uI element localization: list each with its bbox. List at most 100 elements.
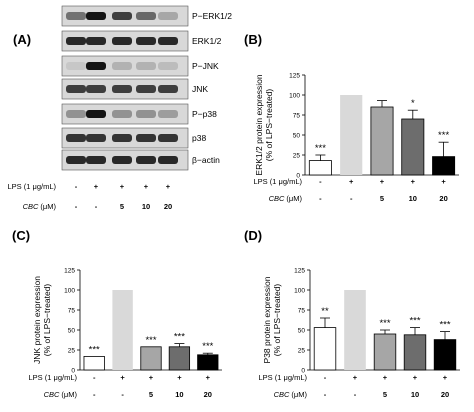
- lps-symbol: +: [166, 182, 171, 191]
- y-axis-label-2: (% of LPS−treated): [264, 89, 274, 162]
- cbc-symbol: -: [319, 194, 322, 203]
- lps-label: LPS (1 μg/mL): [253, 177, 302, 186]
- cbc-symbol: 5: [383, 390, 387, 399]
- cbc-label-unit: (μM): [291, 390, 307, 399]
- lps-label: LPS (1 μg/mL): [28, 373, 77, 382]
- lps-symbol: +: [413, 373, 418, 382]
- bar: [168, 346, 191, 371]
- blot-bands: [61, 5, 189, 171]
- blot-row-label: P−ERK1/2: [192, 11, 232, 21]
- blot-band: [112, 156, 132, 164]
- bar: [308, 160, 332, 176]
- cbc-symbol: -: [75, 202, 78, 211]
- y-tick-label: 50: [68, 328, 76, 335]
- bar: [344, 290, 366, 370]
- cbc-symbol: -: [324, 390, 327, 399]
- significance-label: ***: [174, 332, 185, 343]
- bar: [373, 333, 397, 371]
- blot-band: [66, 156, 86, 164]
- significance-label: ***: [379, 318, 390, 329]
- lps-symbol: +: [206, 373, 211, 382]
- panel-label: (D): [244, 228, 262, 243]
- blot-band: [66, 110, 86, 118]
- cbc-label-name: CBC: [44, 390, 60, 399]
- chart-panel-b: (B) 0 25 50 75 100 125 ERK1/2 protein expressio…: [244, 32, 459, 203]
- y-axis-label: JNK protein expression: [32, 276, 42, 364]
- blot-band: [112, 12, 132, 20]
- blot-band: [158, 156, 178, 164]
- lps-symbol: +: [380, 177, 385, 186]
- y-tick-label: 75: [298, 308, 306, 315]
- blot-band: [86, 110, 106, 118]
- cbc-label-name: CBC: [269, 194, 285, 203]
- y-axis-label-2: (% of LPS−treated): [272, 284, 282, 357]
- blot-band: [158, 110, 178, 118]
- y-tick-label: 25: [293, 153, 301, 160]
- cbc-symbol: 5: [149, 390, 153, 399]
- significance-label: ***: [439, 320, 450, 331]
- cbc-label: CBC (μM): [44, 390, 78, 399]
- bar: [433, 339, 457, 371]
- y-tick-label: 50: [298, 328, 306, 335]
- y-tick-label: 75: [68, 308, 76, 315]
- blot-band: [158, 12, 178, 20]
- y-axis-label-2: (% of LPS−treated): [42, 284, 52, 357]
- cbc-symbol: 5: [380, 194, 384, 203]
- lps-symbol: +: [149, 373, 154, 382]
- panel-label: (B): [244, 32, 262, 47]
- panel-label: (C): [12, 228, 30, 243]
- blot-band: [112, 62, 132, 70]
- blot-band: [86, 62, 106, 70]
- cbc-label: CBC (μM): [269, 194, 303, 203]
- bar: [313, 327, 337, 371]
- cbc-symbol: 20: [164, 202, 172, 211]
- blot-band: [158, 85, 178, 93]
- blot-row-label: JNK: [192, 84, 208, 94]
- cbc-symbol: -: [93, 390, 96, 399]
- blot-conditions: LPS (1 μg/mL) CBC (μM) - + + + + - - 5 10 20: [7, 182, 172, 211]
- cbc-symbol: 20: [204, 390, 212, 399]
- chart-panel-c: (C) 0 25 50 75 100 125 JNK protein expression (%…: [12, 228, 222, 399]
- y-tick-label: 100: [294, 288, 305, 295]
- bar: [432, 156, 456, 176]
- blot-row-labels: P−ERK1/2 ERK1/2 P−JNK JNK P−p38 p38 β−actin: [192, 11, 232, 165]
- cbc-label: CBC (μM): [23, 202, 57, 211]
- blot-band: [112, 37, 132, 45]
- lps-symbol: +: [94, 182, 99, 191]
- lps-symbol: -: [319, 177, 322, 186]
- cbc-symbol: 10: [175, 390, 183, 399]
- blot-band: [86, 12, 106, 20]
- lps-label: LPS (1 μg/mL): [258, 373, 307, 382]
- blot-row-label: P−JNK: [192, 61, 219, 71]
- cbc-label-unit: (μM): [286, 194, 302, 203]
- blot-band: [86, 85, 106, 93]
- lps-symbol: -: [324, 373, 327, 382]
- blot-band: [136, 85, 156, 93]
- panel-a-label: (A): [13, 32, 31, 47]
- bar: [112, 290, 133, 370]
- cbc-symbol: 5: [120, 202, 124, 211]
- lps-label: LPS (1 μg/mL): [7, 182, 56, 191]
- cbc-label-name: CBC: [23, 202, 39, 211]
- chart-panel-d: (D) 0 25 50 75 100 125 P38 protein expression (%…: [244, 228, 460, 399]
- panel-a: (A) P−ERK1/2 ERK1/2 P−JNK JNK P−p38 p38 β−acti…: [7, 5, 232, 211]
- y-tick-label: 25: [298, 348, 306, 355]
- blot-row-label: P−p38: [192, 109, 217, 119]
- cbc-label: CBC (μM): [274, 390, 308, 399]
- lps-symbol: +: [120, 182, 125, 191]
- cbc-symbol: -: [95, 202, 98, 211]
- lps-symbol: +: [441, 177, 446, 186]
- cbc-symbol: -: [354, 390, 357, 399]
- blot-band: [136, 156, 156, 164]
- bar: [370, 106, 394, 176]
- significance-label: ***: [315, 143, 326, 154]
- cbc-symbol: -: [121, 390, 124, 399]
- blot-band: [136, 134, 156, 142]
- y-tick-label: 125: [64, 268, 75, 275]
- blot-band: [66, 85, 86, 93]
- blot-band: [136, 62, 156, 70]
- blot-band: [136, 110, 156, 118]
- y-tick-label: 75: [293, 113, 301, 120]
- blot-row-label: β−actin: [192, 155, 220, 165]
